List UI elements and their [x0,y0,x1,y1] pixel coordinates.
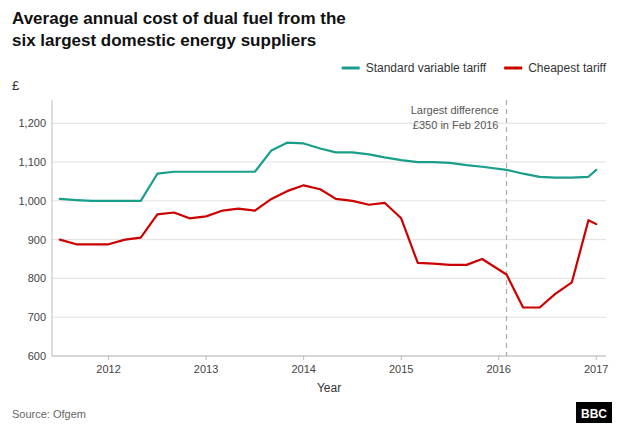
x-tick-label: 2016 [486,363,510,375]
x-tick [498,356,499,360]
y-axis-label: £ [12,78,20,93]
annotation: Largest difference £350 in Feb 2016 [411,104,499,131]
grid-line [52,278,606,279]
x-tick-label: 2014 [291,363,315,375]
title-line: Average annual cost of dual fuel from th… [12,9,346,28]
credit-box [576,402,612,423]
y-axis-line [52,100,53,356]
y-tick-label: 600 [28,350,46,362]
x-tick-label: 2013 [194,363,218,375]
x-axis-label: Year [317,381,341,395]
x-tick [401,356,402,360]
source: Source: Ofgem [12,408,86,420]
annotation-line [506,100,507,356]
grid-line [52,356,606,357]
annotation-line-text: Largest difference [411,104,499,116]
legend-swatch [504,67,522,70]
title-line: six largest domestic energy suppliers [12,31,316,50]
y-tick-label: 1,100 [18,156,46,168]
grid-line [52,123,606,124]
y-tick-label: 800 [28,272,46,284]
chart: Average annual cost of dual fuel from th… [0,0,624,428]
credit: BBC [581,407,607,421]
x-tick [108,356,109,360]
title: Average annual cost of dual fuel from th… [12,9,346,50]
x-tick-label: 2017 [584,363,608,375]
x-tick [303,356,304,360]
annotation-line-text: £350 in Feb 2016 [413,119,499,131]
x-tick-label: 2015 [389,363,413,375]
x-tick [206,356,207,360]
legend-swatch [342,67,360,70]
series-line [60,143,596,201]
x-axis-line [52,356,606,357]
x-tick-label: 2012 [96,363,120,375]
y-tick-label: 700 [28,311,46,323]
y-tick-label: 1,000 [18,195,46,207]
legend-label: Standard variable tariff [366,61,487,75]
grid-line [52,162,606,163]
y-tick-label: 900 [28,234,46,246]
plot-area [60,100,596,356]
legend: Standard variable tariff Cheapest tariff [342,61,607,75]
series-line [60,185,596,307]
grid-line [52,317,606,318]
y-tick-label: 1,200 [18,117,46,129]
x-tick [596,356,597,360]
legend-label: Cheapest tariff [528,61,606,75]
